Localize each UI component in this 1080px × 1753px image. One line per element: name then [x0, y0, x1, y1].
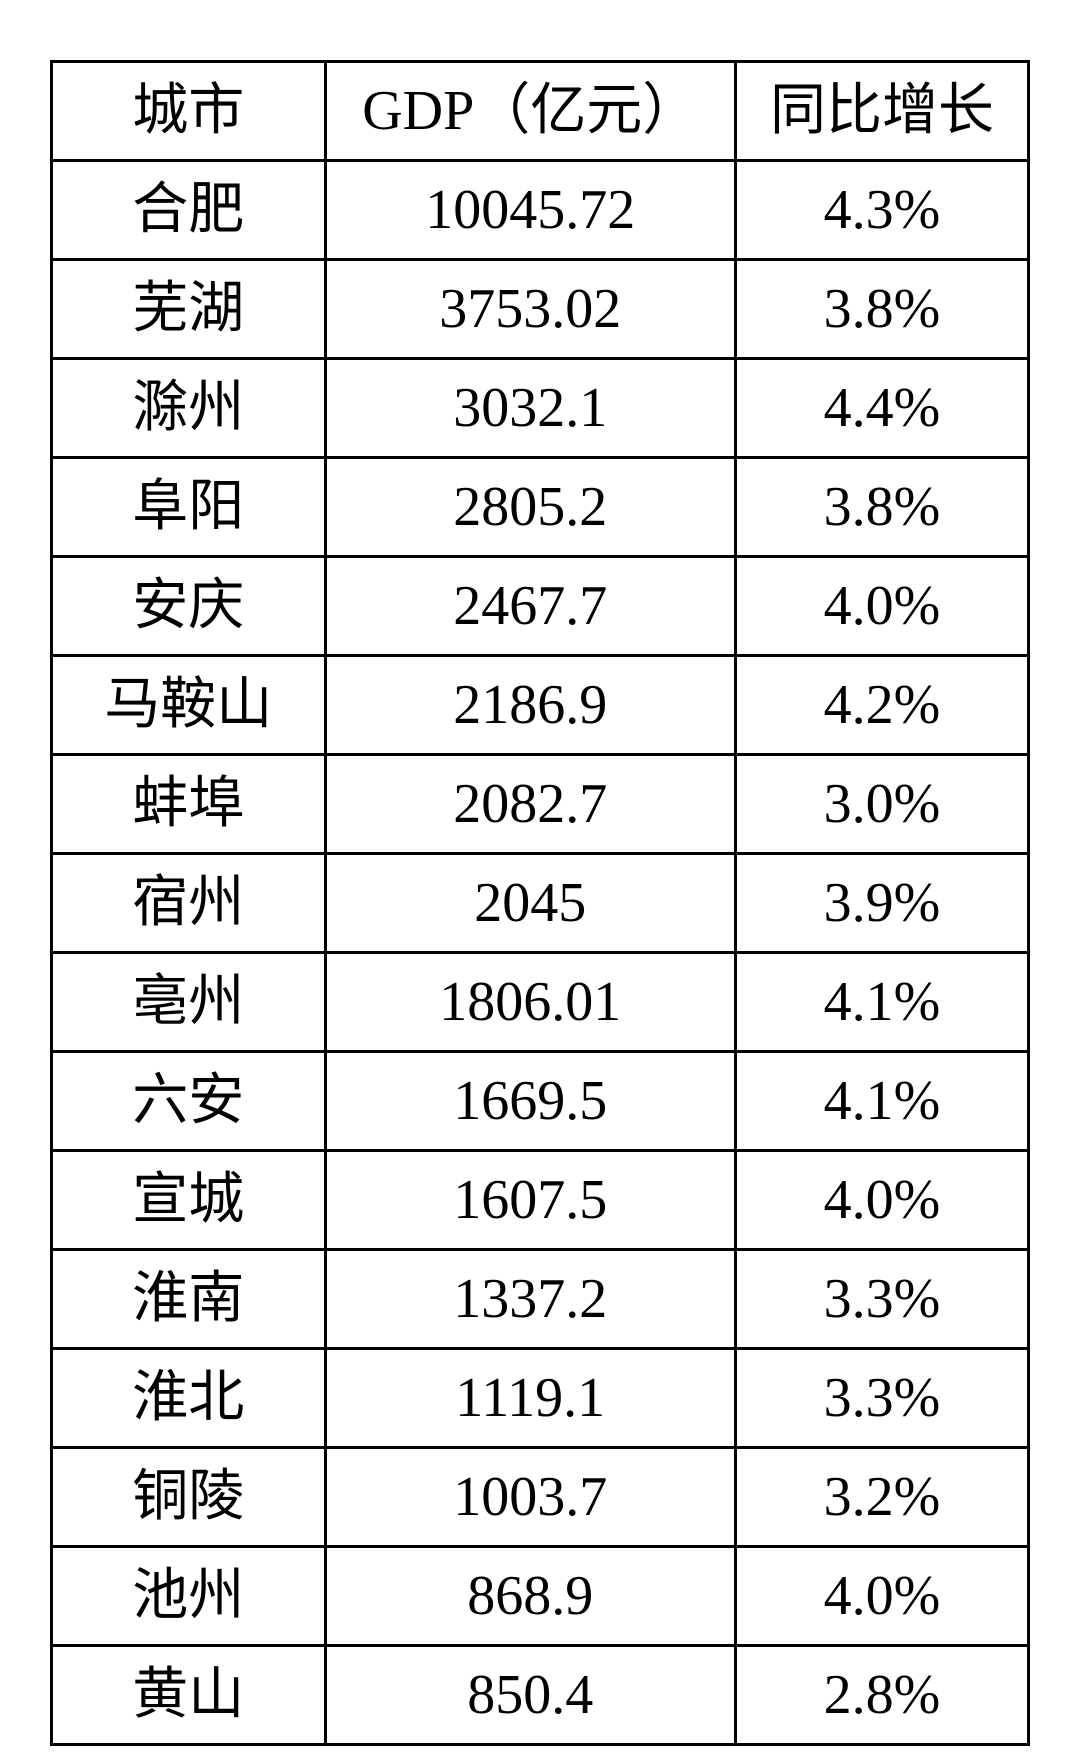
cell-growth: 4.1%: [735, 953, 1028, 1052]
cell-growth: 4.3%: [735, 161, 1028, 260]
cell-gdp: 1806.01: [325, 953, 735, 1052]
cell-gdp: 3032.1: [325, 359, 735, 458]
cell-growth: 4.0%: [735, 1547, 1028, 1646]
table-header-row: 城市 GDP（亿元） 同比增长: [52, 62, 1029, 161]
cell-growth: 3.9%: [735, 854, 1028, 953]
cell-gdp: 2045: [325, 854, 735, 953]
table-row: 蚌埠2082.73.0%: [52, 755, 1029, 854]
cell-city: 宣城: [52, 1151, 326, 1250]
cell-gdp: 1337.2: [325, 1250, 735, 1349]
cell-gdp: 850.4: [325, 1646, 735, 1745]
table-row: 亳州1806.014.1%: [52, 953, 1029, 1052]
cell-city: 安庆: [52, 557, 326, 656]
cell-city: 阜阳: [52, 458, 326, 557]
cell-growth: 4.0%: [735, 1151, 1028, 1250]
cell-growth: 3.8%: [735, 260, 1028, 359]
cell-city: 铜陵: [52, 1448, 326, 1547]
cell-city: 滁州: [52, 359, 326, 458]
table-row: 芜湖3753.023.8%: [52, 260, 1029, 359]
col-header-city: 城市: [52, 62, 326, 161]
cell-city: 马鞍山: [52, 656, 326, 755]
cell-city: 黄山: [52, 1646, 326, 1745]
page: 城市 GDP（亿元） 同比增长 合肥10045.724.3%芜湖3753.023…: [0, 0, 1080, 1753]
cell-gdp: 10045.72: [325, 161, 735, 260]
table-row: 池州868.94.0%: [52, 1547, 1029, 1646]
table-row: 黄山850.42.8%: [52, 1646, 1029, 1745]
cell-growth: 3.3%: [735, 1349, 1028, 1448]
cell-city: 蚌埠: [52, 755, 326, 854]
cell-gdp: 2186.9: [325, 656, 735, 755]
table-row: 合肥10045.724.3%: [52, 161, 1029, 260]
table-row: 淮北1119.13.3%: [52, 1349, 1029, 1448]
cell-city: 六安: [52, 1052, 326, 1151]
cell-growth: 4.0%: [735, 557, 1028, 656]
cell-city: 淮南: [52, 1250, 326, 1349]
table-row: 安庆2467.74.0%: [52, 557, 1029, 656]
cell-gdp: 2467.7: [325, 557, 735, 656]
table-body: 合肥10045.724.3%芜湖3753.023.8%滁州3032.14.4%阜…: [52, 161, 1029, 1745]
cell-growth: 2.8%: [735, 1646, 1028, 1745]
cell-gdp: 2082.7: [325, 755, 735, 854]
cell-city: 芜湖: [52, 260, 326, 359]
cell-gdp: 1669.5: [325, 1052, 735, 1151]
cell-city: 合肥: [52, 161, 326, 260]
table-row: 淮南1337.23.3%: [52, 1250, 1029, 1349]
cell-gdp: 1003.7: [325, 1448, 735, 1547]
col-header-growth: 同比增长: [735, 62, 1028, 161]
cell-growth: 3.2%: [735, 1448, 1028, 1547]
table-row: 阜阳2805.23.8%: [52, 458, 1029, 557]
table-row: 宿州20453.9%: [52, 854, 1029, 953]
table-row: 宣城1607.54.0%: [52, 1151, 1029, 1250]
cell-gdp: 1119.1: [325, 1349, 735, 1448]
cell-city: 宿州: [52, 854, 326, 953]
table-row: 马鞍山2186.94.2%: [52, 656, 1029, 755]
cell-growth: 4.1%: [735, 1052, 1028, 1151]
cell-growth: 4.4%: [735, 359, 1028, 458]
cell-growth: 3.3%: [735, 1250, 1028, 1349]
cell-city: 淮北: [52, 1349, 326, 1448]
cell-gdp: 1607.5: [325, 1151, 735, 1250]
cell-gdp: 868.9: [325, 1547, 735, 1646]
table-row: 铜陵1003.73.2%: [52, 1448, 1029, 1547]
table-header: 城市 GDP（亿元） 同比增长: [52, 62, 1029, 161]
table-row: 六安1669.54.1%: [52, 1052, 1029, 1151]
gdp-table: 城市 GDP（亿元） 同比增长 合肥10045.724.3%芜湖3753.023…: [50, 60, 1030, 1746]
cell-city: 池州: [52, 1547, 326, 1646]
cell-gdp: 2805.2: [325, 458, 735, 557]
col-header-gdp: GDP（亿元）: [325, 62, 735, 161]
cell-gdp: 3753.02: [325, 260, 735, 359]
cell-growth: 3.8%: [735, 458, 1028, 557]
cell-growth: 3.0%: [735, 755, 1028, 854]
cell-city: 亳州: [52, 953, 326, 1052]
table-row: 滁州3032.14.4%: [52, 359, 1029, 458]
cell-growth: 4.2%: [735, 656, 1028, 755]
